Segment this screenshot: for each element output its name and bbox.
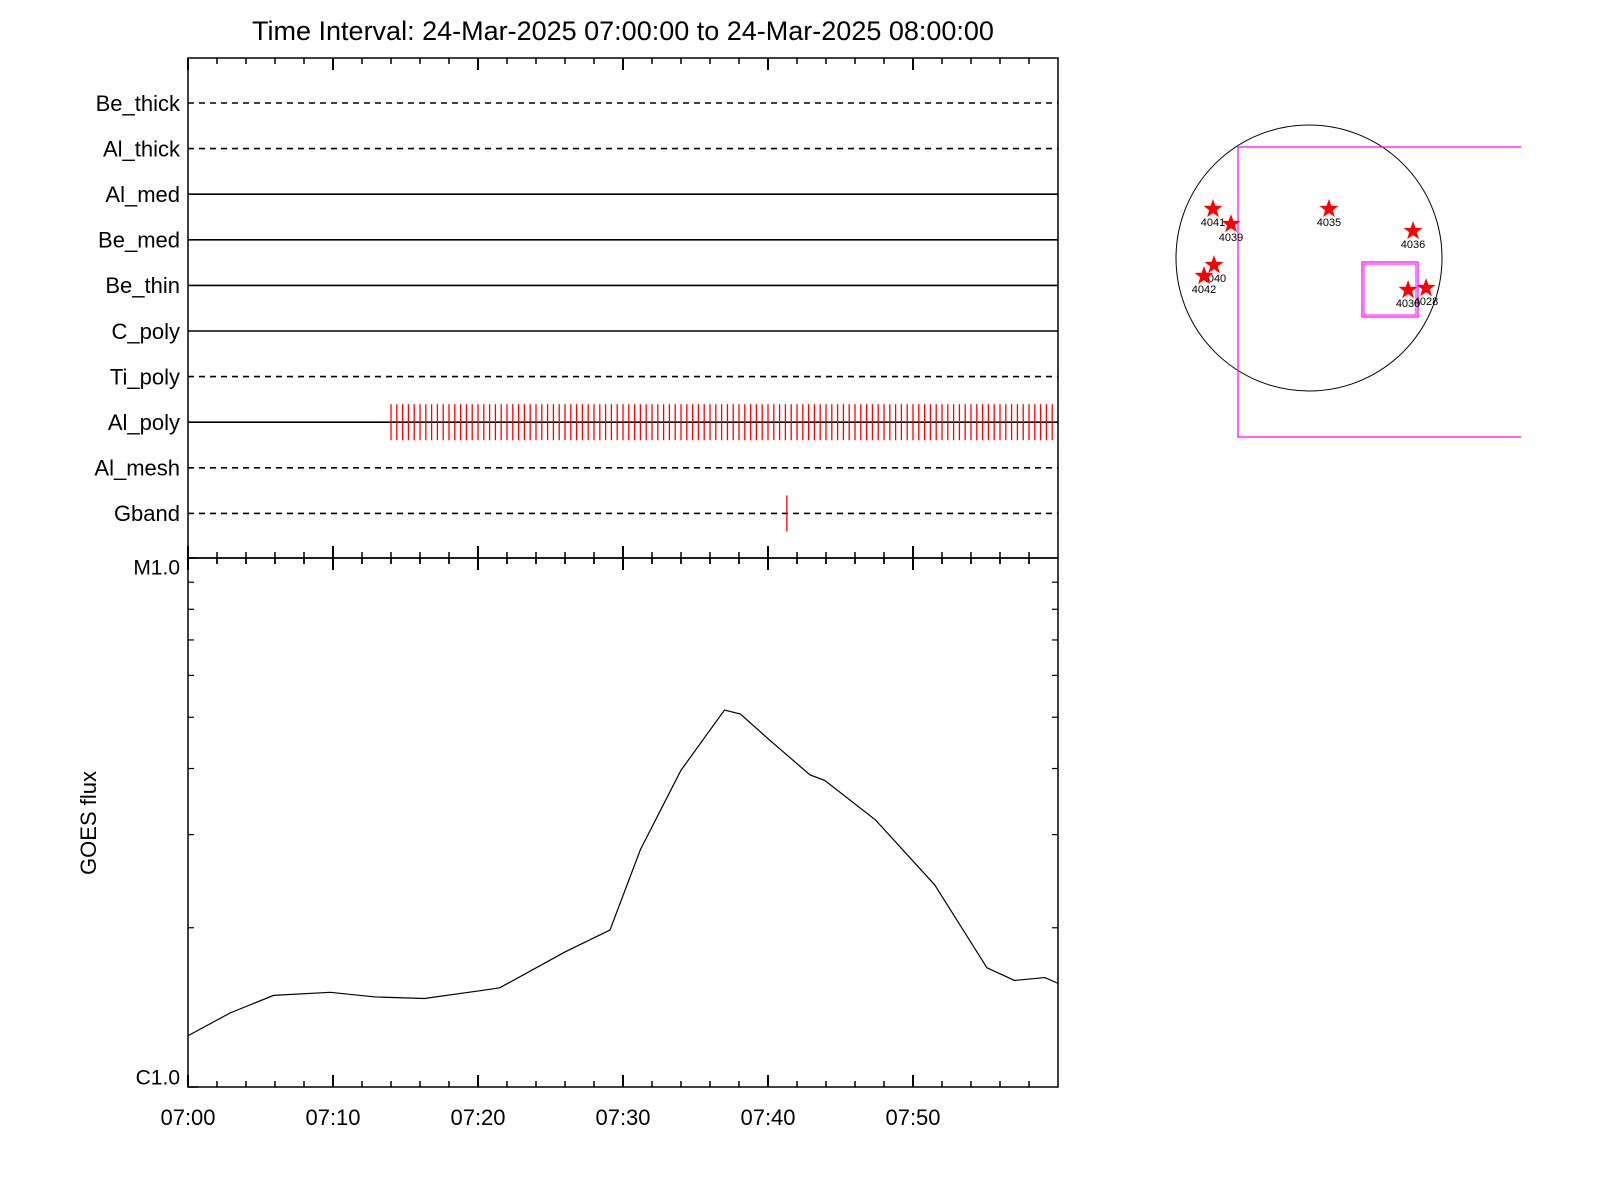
fov-box [1237,146,1521,438]
region-star [1203,199,1223,217]
chart-title: Time Interval: 24-Mar-2025 07:00:00 to 2… [252,16,994,46]
region-label: 4042 [1192,284,1216,296]
y-axis-label: GOES flux [76,771,101,875]
region-label: 4030 [1396,298,1420,310]
region-label: 4035 [1317,217,1341,229]
detector-label: Be_med [98,228,180,253]
top-panel-frame [187,57,1059,559]
region-star [1403,221,1423,240]
x-tick-label: 07:10 [305,1105,360,1130]
detector-label: C_poly [112,319,180,344]
y-tick-label: C1.0 [136,1067,180,1090]
x-tick-label: 07:40 [740,1105,795,1130]
region-star [1416,278,1436,297]
x-tick-label: 07:00 [160,1105,215,1130]
region-label: 4041 [1201,217,1225,229]
bottom-panel-frame [187,557,1059,1088]
flux-line [187,709,1059,1037]
region-star [1319,199,1339,217]
region-label: 4039 [1219,232,1243,244]
fov-box-small [1361,261,1419,318]
detector-label: Al_mesh [94,456,180,481]
detector-label: Gband [114,501,180,526]
detector-label: Al_poly [108,410,180,435]
region-star [1194,266,1214,285]
detector-label: Al_thick [103,136,181,161]
region-star [1204,255,1224,274]
solar-disk [1175,124,1443,392]
x-tick-label: 07:20 [450,1105,505,1130]
x-tick-label: 07:50 [885,1105,940,1130]
region-star [1221,214,1241,233]
detector-label: Be_thick [96,91,181,116]
y-tick-label: M1.0 [133,557,180,580]
fov-box-inner [1363,263,1417,316]
detector-label: Be_thin [105,273,180,298]
region-star [1398,280,1418,299]
detector-label: Al_med [105,182,180,207]
x-tick-label: 07:30 [595,1105,650,1130]
region-label: 4028 [1414,296,1438,308]
detector-label: Ti_poly [110,364,180,389]
region-label: 4036 [1401,239,1425,251]
